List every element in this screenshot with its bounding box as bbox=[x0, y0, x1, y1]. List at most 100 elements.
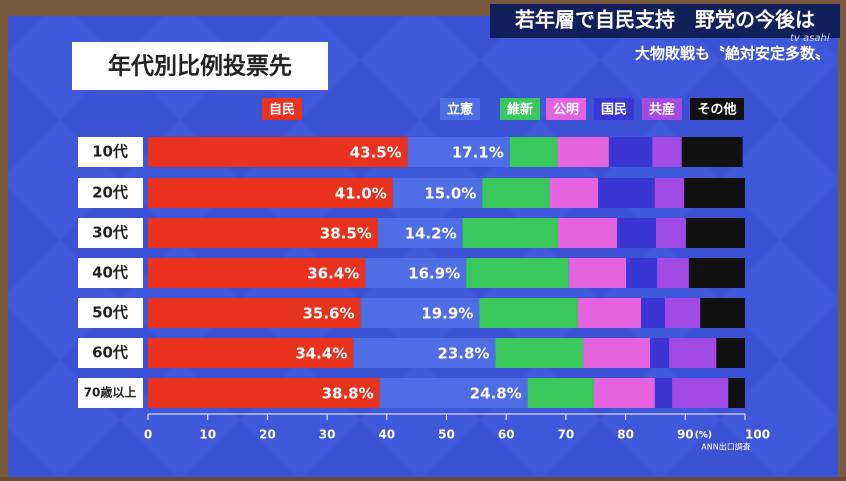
bar-segment bbox=[641, 298, 666, 328]
x-tick-label: 20 bbox=[259, 428, 276, 442]
bar-segment bbox=[377, 218, 463, 248]
title-box bbox=[72, 42, 328, 90]
bar-segment bbox=[654, 178, 685, 208]
bar-segment bbox=[482, 178, 550, 208]
legend-label: 立憲 bbox=[447, 102, 473, 118]
bar-segment bbox=[557, 137, 609, 167]
value-label: 17.1% bbox=[452, 144, 504, 162]
value-label: 34.4% bbox=[295, 345, 347, 363]
source: ANN出口調査 bbox=[701, 442, 750, 452]
value-label: 38.5% bbox=[320, 225, 372, 243]
legend-swatch bbox=[262, 98, 302, 120]
category-box bbox=[78, 178, 143, 208]
legend-label: 共産 bbox=[649, 102, 675, 118]
value-label: 36.4% bbox=[307, 265, 359, 283]
bar-segment bbox=[466, 258, 569, 288]
x-tick-label: 50 bbox=[438, 428, 455, 442]
x-tick-label: 30 bbox=[319, 428, 336, 442]
bar-segment bbox=[657, 258, 689, 288]
bar-segment bbox=[669, 338, 717, 368]
bar-segment bbox=[685, 218, 745, 248]
y-tick-label: 70歳以上 bbox=[84, 385, 137, 400]
x-tick-label: 100 bbox=[745, 428, 770, 442]
bar-segment bbox=[583, 338, 651, 368]
bar-segment bbox=[379, 378, 528, 408]
category-box bbox=[78, 137, 143, 167]
y-tick-label: 50代 bbox=[92, 304, 128, 322]
bar-segment bbox=[598, 178, 655, 208]
bar-segment bbox=[577, 298, 642, 328]
x-tick-label: 10 bbox=[199, 428, 216, 442]
legend-swatch bbox=[690, 98, 744, 120]
bar-segment bbox=[626, 258, 658, 288]
header-box bbox=[490, 4, 840, 38]
bar-segment bbox=[568, 258, 627, 288]
category-box bbox=[78, 378, 143, 408]
bar-segment bbox=[608, 137, 653, 167]
bar-segment bbox=[549, 178, 599, 208]
bar-segment bbox=[148, 298, 361, 328]
legend-label: その他 bbox=[697, 102, 736, 118]
chart-title: 年代別比例投票先 bbox=[108, 53, 292, 80]
y-tick-label: 60代 bbox=[92, 344, 128, 362]
value-label: 41.0% bbox=[335, 185, 387, 203]
bar-segment bbox=[672, 378, 729, 408]
value-label: 43.5% bbox=[350, 144, 402, 162]
bar-segment bbox=[665, 298, 701, 328]
bar-segment bbox=[148, 137, 408, 167]
x-tick-label: 60 bbox=[498, 428, 515, 442]
bar-segment bbox=[407, 137, 510, 167]
legend-swatch bbox=[642, 98, 682, 120]
legend-label: 維新 bbox=[507, 102, 533, 118]
x-tick-label: 0 bbox=[144, 428, 152, 442]
category-box bbox=[78, 298, 143, 328]
bar-segment bbox=[365, 258, 467, 288]
legend-swatch bbox=[594, 98, 634, 120]
bar-segment bbox=[148, 218, 378, 248]
bar-segment bbox=[148, 338, 354, 368]
bar-segment bbox=[728, 378, 745, 408]
x-tick-label: 70 bbox=[558, 428, 575, 442]
bar-segment bbox=[462, 218, 559, 248]
bar-segment bbox=[527, 378, 594, 408]
bar-segment bbox=[593, 378, 655, 408]
legend-swatch bbox=[500, 98, 540, 120]
value-label: 16.9% bbox=[408, 265, 460, 283]
bar-segment bbox=[700, 298, 745, 328]
bar-segment bbox=[392, 178, 483, 208]
bar-segment bbox=[684, 178, 745, 208]
x-tick-label: 40 bbox=[378, 428, 395, 442]
y-tick-label: 10代 bbox=[92, 143, 128, 161]
bar-segment bbox=[681, 137, 743, 167]
legend-label: 国民 bbox=[601, 103, 627, 118]
bar-segment bbox=[688, 258, 745, 288]
value-label: 24.8% bbox=[470, 385, 522, 403]
bar-segment bbox=[509, 137, 558, 167]
value-label: 38.8% bbox=[322, 385, 374, 403]
category-box bbox=[78, 258, 143, 288]
legend-swatch bbox=[440, 98, 480, 120]
header-title: 若年層で自民支持 野党の今後は bbox=[514, 8, 815, 32]
x-tick-label: 90 bbox=[677, 428, 694, 442]
legend-label: 自民 bbox=[269, 102, 295, 118]
bar-segment bbox=[656, 218, 686, 248]
bar-segment bbox=[148, 378, 380, 408]
x-unit: (%) bbox=[695, 431, 712, 441]
logo: tv asahi bbox=[790, 33, 830, 44]
bar-segment bbox=[495, 338, 584, 368]
value-label: 23.8% bbox=[437, 345, 489, 363]
header-subtitle: 大物敗戦も〝絶対安定多数〟 bbox=[635, 45, 830, 63]
value-label: 14.2% bbox=[405, 225, 457, 243]
bar-segment bbox=[360, 298, 480, 328]
bar-segment bbox=[148, 258, 366, 288]
y-tick-label: 20代 bbox=[92, 184, 128, 202]
value-label: 15.0% bbox=[424, 185, 476, 203]
bar-segment bbox=[558, 218, 618, 248]
y-tick-label: 40代 bbox=[92, 264, 128, 282]
bar-segment bbox=[479, 298, 578, 328]
bar-segment bbox=[617, 218, 657, 248]
value-label: 19.9% bbox=[421, 305, 473, 323]
bar-segment bbox=[654, 378, 673, 408]
bar-segment bbox=[652, 137, 682, 167]
